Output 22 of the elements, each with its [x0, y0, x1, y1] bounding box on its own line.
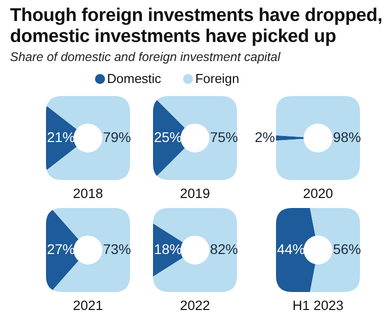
- data-label: 98%: [332, 128, 362, 145]
- text: 2019: [178, 186, 212, 201]
- data-label: 18%: [154, 240, 182, 257]
- text: Share of domestic and foreign investment capital: [10, 50, 280, 64]
- legend-label: Domestic: [106, 71, 162, 86]
- legend-label: Foreign: [194, 71, 240, 86]
- data-label: 27%: [46, 240, 76, 257]
- data-label: 44%: [276, 240, 306, 257]
- text: 2022: [178, 298, 212, 313]
- text: H1 2023: [291, 298, 345, 313]
- data-label: 25%: [154, 128, 182, 145]
- data-label: 21%: [46, 128, 76, 145]
- data-label: 75%: [210, 128, 238, 145]
- text: 2021: [72, 298, 104, 313]
- text: 2020: [302, 186, 334, 201]
- data-label: 79%: [102, 128, 132, 145]
- data-label: 56%: [332, 240, 362, 257]
- text: Though foreign investments have dropped, domestic investments have picked up: [10, 4, 384, 46]
- text: 2018: [72, 186, 104, 201]
- data-label: 82%: [210, 240, 238, 257]
- data-label: 73%: [102, 240, 132, 257]
- data-label: 2%: [254, 128, 275, 145]
